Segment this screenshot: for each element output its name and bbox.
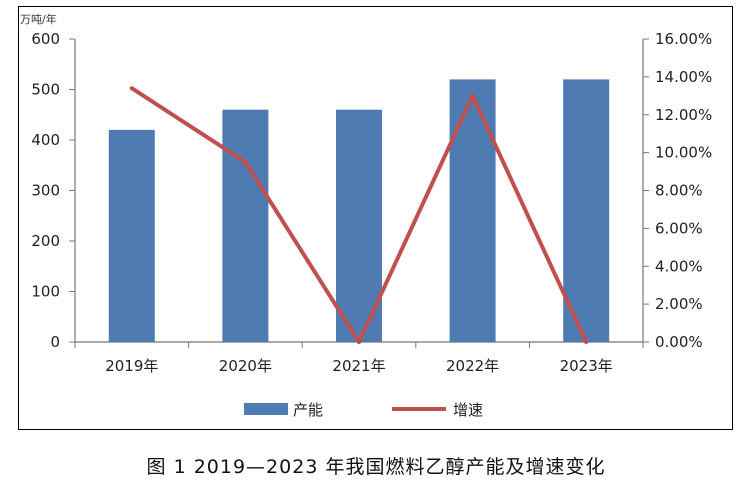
x-axis-ticks: 2019年 2020年 2021年 2022年 2023年 <box>74 342 644 375</box>
right-tick-label: 14.00% <box>655 68 712 86</box>
right-tick-label: 0.00% <box>655 333 703 351</box>
right-tick-label: 2.00% <box>655 295 703 313</box>
left-axis-unit-label: 万吨/年 <box>20 12 57 26</box>
right-tick-label: 10.00% <box>655 144 712 162</box>
growth-point <box>243 160 248 165</box>
x-tick-label: 2022年 <box>446 357 499 375</box>
legend-bar-label: 产能 <box>293 401 323 419</box>
growth-point <box>584 340 589 344</box>
right-tick-label: 6.00% <box>655 219 703 237</box>
growth-point <box>357 340 361 344</box>
right-tick-label: 8.00% <box>655 182 703 200</box>
left-tick-label: 100 <box>31 283 60 301</box>
capacity-bar <box>449 79 496 343</box>
chart-frame <box>18 6 733 430</box>
chart: 万吨/年 0 100 200 300 400 500 600 0.00% 2.00% 4.00%… <box>20 12 712 419</box>
left-tick-label: 0 <box>50 333 60 351</box>
left-tick-label: 300 <box>31 182 60 200</box>
x-tick-label: 2023年 <box>560 357 613 375</box>
left-tick-label: 500 <box>31 81 60 99</box>
figure-caption: 图 1 2019—2023 年我国燃料乙醇产能及增速变化 <box>146 456 606 478</box>
right-tick-label: 12.00% <box>655 106 712 124</box>
right-tick-label: 4.00% <box>655 257 703 275</box>
growth-line <box>129 86 589 344</box>
capacity-bar <box>222 109 269 342</box>
right-axis-ticks: 0.00% 2.00% 4.00% 6.00% 8.00% 10.00% 12.00% 14.… <box>643 30 712 351</box>
capacity-bar <box>563 79 610 343</box>
left-axis-ticks: 0 100 200 300 400 500 600 <box>31 30 75 351</box>
capacity-bar <box>108 129 155 342</box>
legend: 产能 增速 <box>244 401 483 419</box>
x-tick-label: 2021年 <box>332 357 385 375</box>
bars <box>108 79 610 343</box>
right-tick-label: 16.00% <box>655 30 712 48</box>
legend-bar-swatch <box>244 403 288 415</box>
x-tick-label: 2020年 <box>219 357 272 375</box>
capacity-bar <box>336 109 382 342</box>
growth-point <box>470 93 475 98</box>
growth-point <box>129 86 134 91</box>
left-tick-label: 400 <box>31 131 60 149</box>
x-tick-label: 2019年 <box>105 357 158 375</box>
left-tick-label: 600 <box>31 30 60 48</box>
left-tick-label: 200 <box>31 232 60 250</box>
legend-line-label: 增速 <box>453 401 483 419</box>
